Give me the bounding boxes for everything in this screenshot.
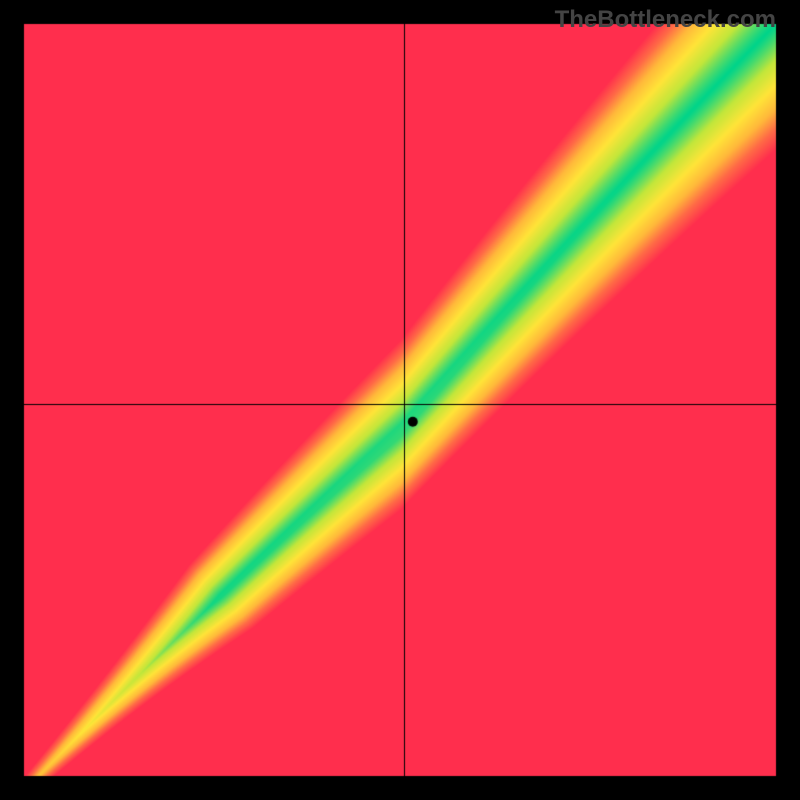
bottleneck-heatmap-canvas <box>0 0 800 800</box>
watermark-text: TheBottleneck.com <box>555 6 776 34</box>
chart-container: TheBottleneck.com <box>0 0 800 800</box>
